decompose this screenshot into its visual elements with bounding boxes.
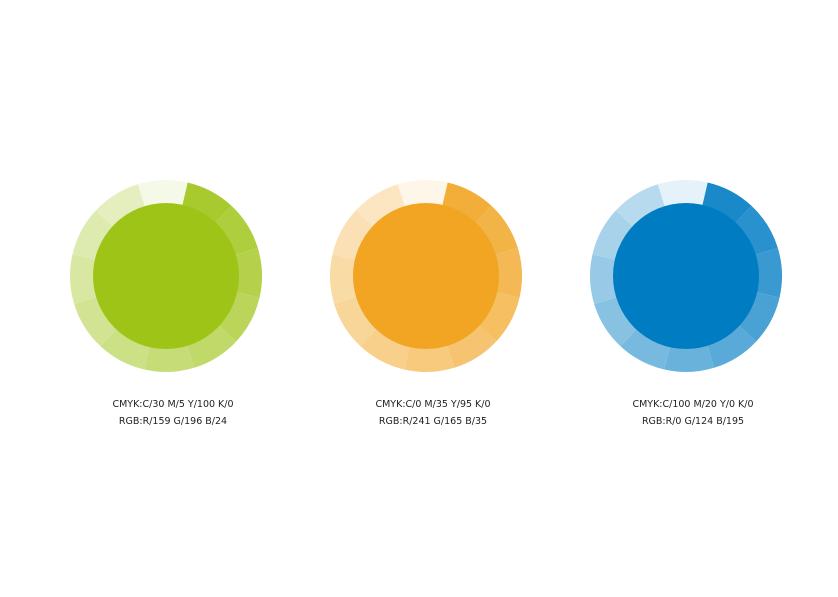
ring-segment [397, 180, 448, 210]
cmyk-text: CMYK:C/30 M/5 Y/100 K/0 [112, 399, 234, 410]
swatch-green [66, 176, 266, 376]
ring-segment [144, 342, 195, 372]
color-disc [613, 203, 759, 349]
swatch-blue [586, 176, 786, 376]
ring-segment [404, 342, 455, 372]
ring-segment [615, 184, 666, 229]
label-blue: CMYK:C/100 M/20 Y/0 K/0 RGB:R/0 G/124 B/… [563, 396, 823, 430]
ring-segment [441, 182, 492, 225]
ring-segment [334, 296, 379, 347]
ring-segment [72, 210, 115, 261]
color-disc [353, 203, 499, 349]
ring-segment [232, 247, 262, 298]
ring-segment [752, 247, 782, 298]
label-green: CMYK:C/30 M/5 Y/100 K/0 RGB:R/159 G/196 … [43, 396, 303, 430]
ring-segment [186, 323, 237, 368]
rgb-text: RGB:R/159 G/196 B/24 [118, 416, 228, 427]
ring-segment [446, 323, 497, 368]
ring-segment [706, 323, 757, 368]
ring-segment [69, 254, 100, 305]
ring-segment [733, 205, 778, 256]
color-wheel-blue [590, 180, 782, 372]
ring-segment [137, 180, 188, 210]
ring-segment [620, 327, 671, 370]
color-disc [93, 203, 239, 349]
ring-segment [477, 291, 520, 342]
ring-segment [594, 296, 639, 347]
color-wheel-orange [330, 180, 522, 372]
cmyk-text: CMYK:C/100 M/20 Y/0 K/0 [632, 399, 754, 410]
ring-segment [95, 184, 146, 229]
ring-segment [657, 180, 708, 210]
ring-segment [592, 210, 635, 261]
ring-segment [100, 327, 151, 370]
swatch-orange [326, 176, 526, 376]
ring-segment [701, 182, 752, 225]
ring-segment [737, 291, 780, 342]
ring-segment [181, 182, 232, 225]
ring-segment [473, 205, 518, 256]
ring-segment [330, 254, 360, 305]
ring-segment [213, 205, 258, 256]
label-orange: CMYK:C/0 M/35 Y/95 K/0 RGB:R/241 G/165 B… [303, 396, 563, 430]
ring-segment [332, 210, 375, 261]
ring-segment [74, 296, 119, 347]
ring-segment [492, 247, 522, 298]
cmyk-text: CMYK:C/0 M/35 Y/95 K/0 [375, 399, 491, 410]
color-wheel-green [69, 180, 262, 372]
ring-segment [360, 327, 411, 370]
rgb-text: RGB:R/0 G/124 B/195 [641, 416, 745, 427]
ring-segment [355, 184, 406, 229]
ring-segment [664, 342, 715, 372]
ring-segment [217, 291, 260, 342]
ring-segment [590, 254, 620, 305]
rgb-text: RGB:R/241 G/165 B/35 [378, 416, 488, 427]
